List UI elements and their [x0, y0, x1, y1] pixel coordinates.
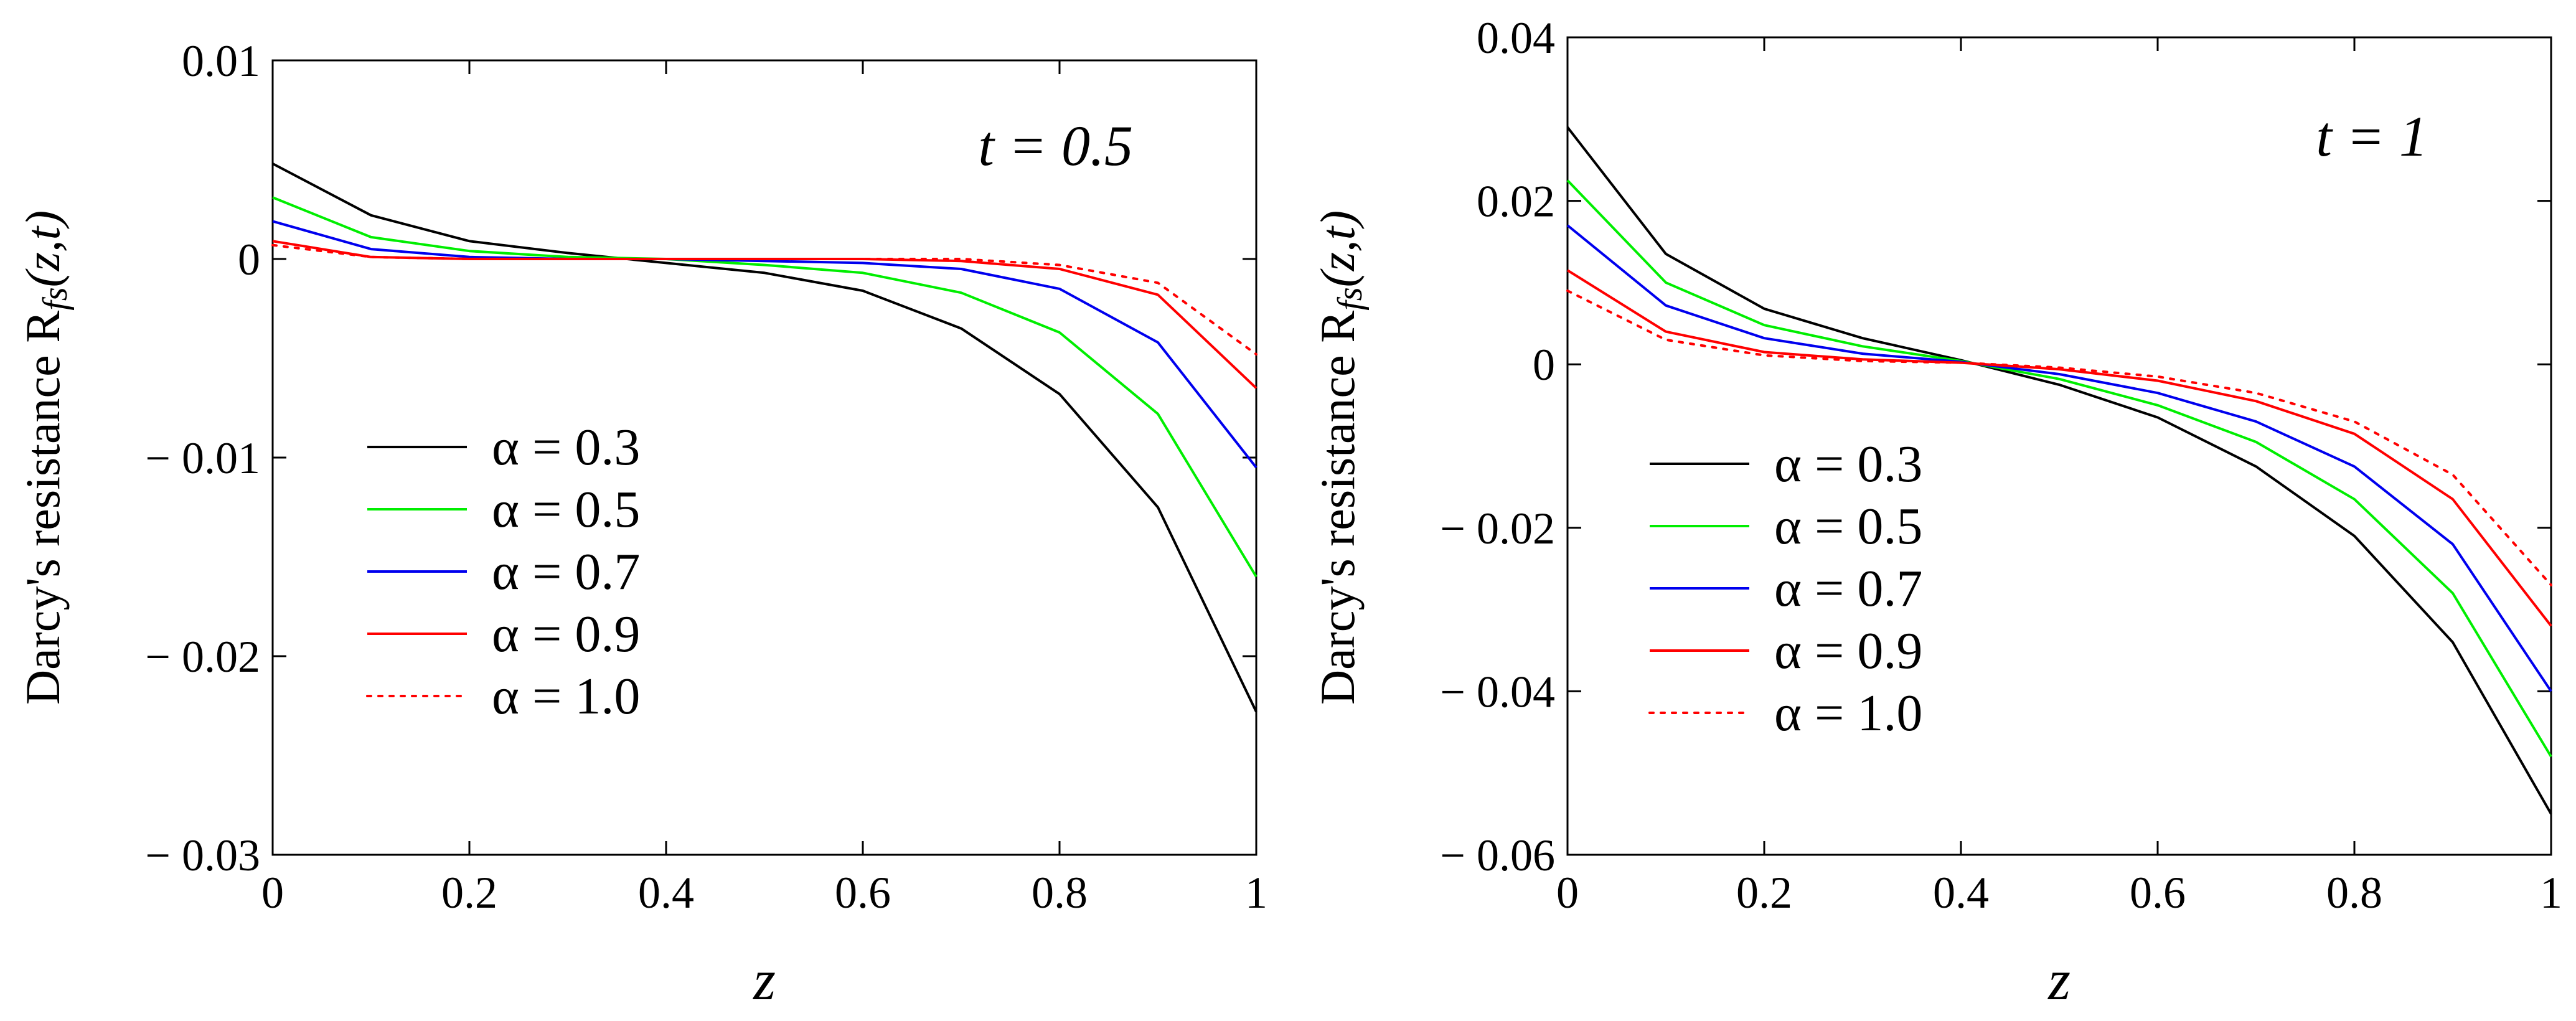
- x-tick-label: 0.4: [638, 868, 694, 918]
- y-tick-label: − 0.01: [145, 433, 260, 483]
- plot-area-left: [271, 59, 1257, 856]
- legend-label: α = 0.9: [1774, 622, 1922, 680]
- legend-left: α = 0.3α = 0.5α = 0.7α = 0.9α = 1.0: [366, 418, 640, 725]
- legend-label: α = 0.3: [492, 418, 640, 476]
- x-tick-label: 1: [2540, 868, 2562, 918]
- legend-label: α = 0.7: [1774, 560, 1922, 618]
- y-tick-label: 0: [1533, 340, 1555, 390]
- x-tick-label: 0.8: [1032, 868, 1088, 918]
- y-tick-label: − 0.02: [145, 632, 260, 682]
- tick-marks-right: [1566, 36, 2552, 856]
- series-group-left: [271, 162, 1257, 713]
- y-tick-labels-right: 0.04 0.02 0 − 0.02 − 0.04 − 0.06: [1440, 13, 1555, 880]
- y-tick-label: 0.04: [1477, 13, 1555, 63]
- series-line-2: [1566, 224, 2552, 692]
- chart-panel-left: 0.01 0 − 0.01 − 0.02 − 0.03 0 0.2 0.4 0.6 0.8 1 t…: [16, 36, 1267, 1012]
- x-tick-label: 0.8: [2326, 868, 2382, 918]
- x-axis-label-right: z: [2047, 948, 2071, 1012]
- legend-label: α = 0.5: [1774, 497, 1922, 555]
- x-tick-labels-right: 0 0.2 0.4 0.6 0.8 1: [1556, 868, 2562, 918]
- y-axis-label-main: Darcy's resistance R: [1310, 311, 1365, 705]
- x-tick-label: 0: [261, 868, 284, 918]
- y-tick-labels-left: 0.01 0 − 0.01 − 0.02 − 0.03: [145, 36, 260, 880]
- x-axis-label-left: z: [752, 948, 776, 1012]
- x-tick-label: 0.2: [441, 868, 497, 918]
- y-axis-label-sub: fs: [1331, 287, 1370, 310]
- series-line-4: [271, 243, 1257, 356]
- chart-panel-right: 0.04 0.02 0 − 0.02 − 0.04 − 0.06 0 0.2 0.4 0.6 0.…: [1310, 13, 2562, 1012]
- legend-label: α = 0.5: [492, 481, 640, 539]
- series-line-1: [272, 196, 1257, 578]
- legend-label: α = 0.7: [492, 543, 640, 601]
- time-annotation-right: t = 1: [2316, 105, 2428, 168]
- legend-label: α = 1.0: [1774, 684, 1922, 742]
- legend-label: α = 0.9: [492, 605, 640, 663]
- series-group-right: [1566, 126, 2552, 815]
- series-line-3: [1566, 269, 2552, 627]
- y-axis-label-args: (z,t): [16, 210, 70, 287]
- y-tick-label: − 0.06: [1440, 830, 1555, 880]
- x-tick-label: 0.6: [835, 868, 891, 918]
- x-tick-label: 1: [1245, 868, 1267, 918]
- x-tick-label: 0.6: [2130, 868, 2186, 918]
- legend-label: α = 1.0: [492, 667, 640, 725]
- y-tick-label: 0: [238, 235, 260, 285]
- series-line-4: [1566, 289, 2552, 586]
- plot-area-right: [1566, 36, 2552, 856]
- series-line-1: [1566, 179, 2552, 758]
- y-tick-label: − 0.04: [1440, 667, 1555, 717]
- y-axis-label-left: Darcy's resistance Rfs(z,t): [16, 210, 75, 705]
- series-line-0: [1566, 126, 2552, 815]
- y-tick-label: − 0.03: [145, 830, 260, 880]
- series-line-2: [272, 220, 1257, 469]
- y-axis-label-main: Darcy's resistance R: [16, 311, 70, 705]
- y-tick-label: 0.01: [182, 36, 260, 86]
- legend-label: α = 0.3: [1774, 435, 1922, 493]
- y-tick-label: 0.02: [1477, 177, 1555, 227]
- legend-right: α = 0.3α = 0.5α = 0.7α = 0.9α = 1.0: [1648, 435, 1922, 742]
- y-axis-label-right: Darcy's resistance Rfs(z,t): [1310, 210, 1370, 705]
- y-axis-label-args: (z,t): [1310, 210, 1365, 287]
- y-tick-label: − 0.02: [1440, 504, 1555, 553]
- time-annotation-left: t = 0.5: [978, 114, 1133, 177]
- x-tick-label: 0.2: [1736, 868, 1792, 918]
- y-axis-label-sub: fs: [36, 287, 75, 310]
- x-tick-labels-left: 0 0.2 0.4 0.6 0.8 1: [261, 868, 1267, 918]
- series-line-0: [272, 162, 1257, 713]
- x-tick-label: 0.4: [1933, 868, 1989, 918]
- x-tick-label: 0: [1556, 868, 1579, 918]
